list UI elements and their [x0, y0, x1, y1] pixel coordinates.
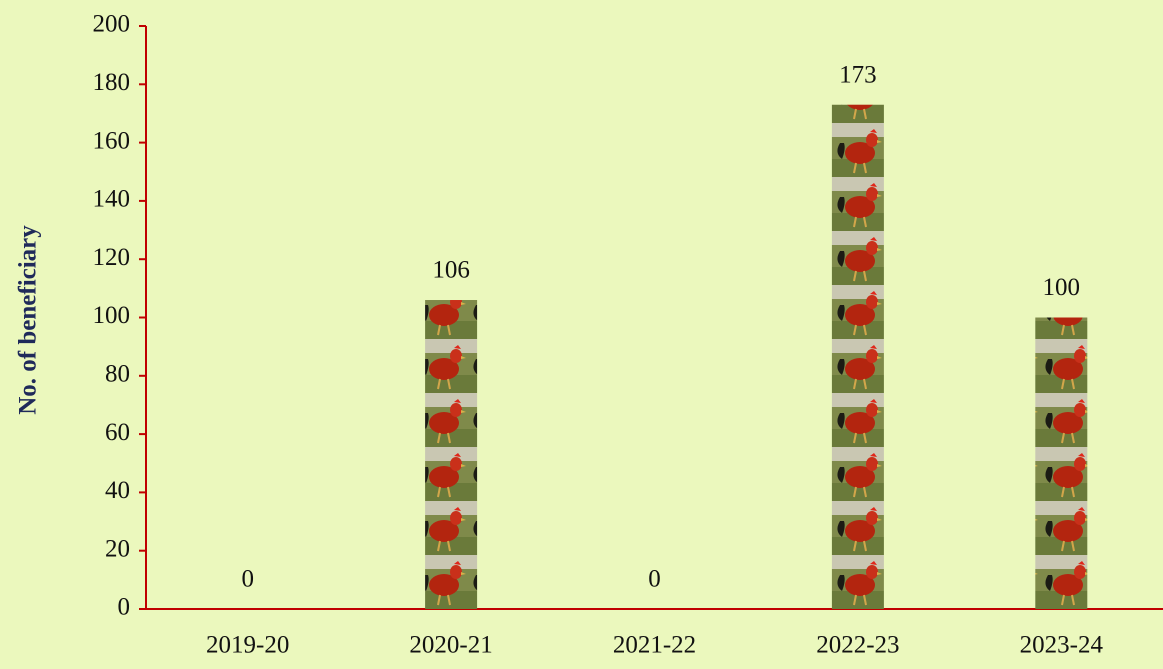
y-tick-label: 20	[105, 535, 130, 562]
y-tick-label: 60	[105, 419, 130, 446]
y-tick-label: 160	[93, 127, 131, 154]
data-label: 100	[1043, 274, 1081, 301]
y-tick-label: 120	[93, 244, 131, 271]
y-tick-label: 0	[118, 594, 131, 621]
data-label: 0	[241, 566, 254, 593]
data-label: 106	[432, 257, 470, 284]
x-tick-label: 2023-24	[1020, 632, 1104, 659]
bar	[1035, 317, 1088, 609]
y-axis-title: No. of beneficiary	[15, 225, 42, 415]
x-tick-label: 2020-21	[409, 632, 492, 659]
y-tick-label: 40	[105, 477, 130, 504]
x-tick-label: 2022-23	[816, 632, 899, 659]
x-tick-label: 2019-20	[206, 632, 289, 659]
y-tick-label: 200	[93, 11, 131, 38]
y-tick-label: 140	[93, 186, 131, 213]
y-tick-label: 80	[105, 361, 130, 388]
y-tick-label: 180	[93, 69, 131, 96]
data-label: 173	[839, 61, 877, 88]
x-tick-label: 2021-22	[613, 632, 696, 659]
y-tick-label: 100	[93, 302, 131, 329]
data-label: 0	[648, 566, 661, 593]
bar	[831, 104, 884, 609]
bar	[425, 300, 478, 609]
